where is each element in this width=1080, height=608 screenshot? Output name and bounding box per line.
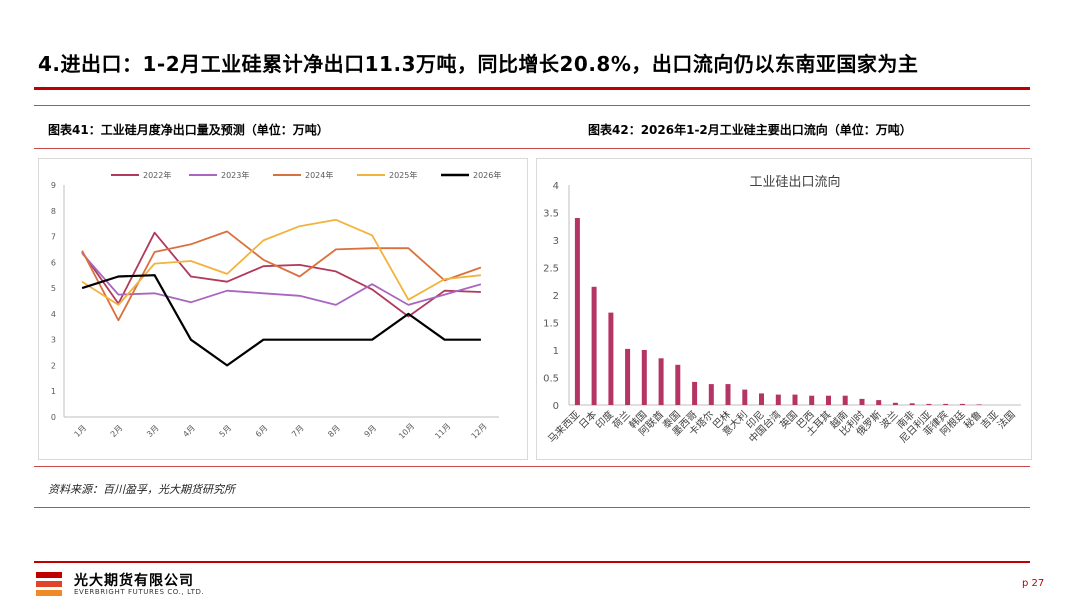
legend-label: 2022年 [143,170,171,180]
bar-chart-panel: 工业硅出口流向 0 0.5 1 1.5 2 2.5 3 3.5 4 马来西亚 日本 印度 荷兰 韩国 阿联酋泰… [536,158,1032,460]
y-tick-label: 4 [553,181,559,192]
y-tick-label: 1 [51,387,56,396]
company-logo: 光大期货有限公司 EVERBRIGHT FUTURES CO., LTD. [36,570,236,602]
page-title: 4.进出口：1-2月工业硅累计净出口11.3万吨，同比增长20.8%，出口流向仍… [38,52,919,76]
bar-南非 [909,403,915,405]
company-name-cn: 光大期货有限公司 [74,573,194,589]
bar-马来西亚 [574,218,580,405]
x-tick-label: 8月 [326,423,342,439]
bar-英国 [792,394,798,405]
bar-chart: 工业硅出口流向00.511.522.533.54马来西亚日本印度荷兰韩国阿联酋泰… [543,174,1021,446]
x-tick-label: 9月 [363,423,379,439]
x-tick-label: 6月 [254,423,270,439]
bar-韩国 [641,350,647,405]
x-tick-label: 10月 [397,422,416,441]
y-tick-label: 4 [51,310,56,319]
bar-卡塔尔 [708,384,714,405]
caption-bottom-rule [34,148,1030,149]
x-tick-label: 7月 [290,423,306,439]
y-tick-label: 1 [553,346,559,357]
x-tick-label: 5月 [218,423,234,439]
bar-中国台湾 [775,394,781,405]
series-line-2023年 [81,252,482,306]
series-line-2024年 [81,230,482,322]
caption-top-rule [34,105,1030,106]
source-bottom-rule [34,507,1030,508]
y-tick-label: 2 [553,291,559,302]
bar-巴林 [725,384,731,405]
x-tick-label: 11月 [433,422,452,441]
bar-越南 [842,395,848,405]
company-name-en: EVERBRIGHT FUTURES CO., LTD. [74,588,205,596]
x-tick-label: 3月 [145,423,161,439]
chart-title: 工业硅出口流向 [749,174,840,190]
x-tick-label: 1月 [73,423,89,439]
bar-菲律宾 [943,403,949,405]
bar-阿根廷 [959,403,965,405]
bar-荷兰 [625,348,631,405]
series-line-2026年 [81,274,481,367]
source-note: 资料来源：百川盈孚，光大期货研究所 [48,483,235,496]
line-chart: 0 1 2 3 4 5 6 7 8 9 1月 2月 3月 4月 5月 6月 7月 8月 9月 10月 11月 12月 202… [51,170,501,441]
y-tick-label: 0.5 [543,374,559,385]
chart-caption-right: 图表42：2026年1-2月工业硅主要出口流向（单位：万吨） [588,123,912,137]
y-tick-label: 3 [51,336,56,345]
bar-意大利 [742,389,748,405]
legend-label: 2026年 [473,170,501,180]
footer-rule [34,561,1030,563]
y-tick-label: 0 [51,413,56,422]
y-tick-label: 3.5 [543,209,559,220]
series-line-2022年 [81,231,481,318]
x-tick-label: 4月 [181,423,197,439]
bar-印度 [608,312,614,405]
bar-俄罗斯 [876,400,882,405]
bar-巴西 [809,395,815,405]
y-tick-label: 1.5 [543,319,559,330]
y-tick-label: 5 [51,284,56,293]
x-tick-label: 2月 [109,423,125,439]
y-tick-label: 3 [553,236,559,247]
bar-尼日利亚 [926,403,932,405]
bar-印尼 [759,393,764,405]
x-tick-label: 马来西亚 [546,409,583,446]
bar-波兰 [892,402,898,405]
y-tick-label: 2 [51,361,56,370]
line-chart-panel: 0 1 2 3 4 5 6 7 8 9 1月 2月 3月 4月 5月 6月 7月 8月 9月 10月 11月 12月 202… [38,158,528,460]
y-tick-label: 9 [51,181,56,190]
bar-阿联酋 [658,358,664,406]
title-rule [34,87,1030,90]
legend-label: 2023年 [221,170,249,180]
y-tick-label: 8 [51,207,56,216]
bar-比利时 [859,398,865,405]
legend-label: 2024年 [305,170,333,180]
page-number: p 27 [1022,578,1045,589]
source-top-rule [34,466,1030,467]
legend-label: 2025年 [389,170,417,180]
bar-土耳其 [826,395,831,405]
y-tick-label: 2.5 [543,264,559,275]
bar-泰国 [675,364,681,405]
y-tick-label: 7 [51,233,56,242]
series-line-2025年 [81,218,481,306]
bar-日本 [591,286,597,406]
everbright-logo-icon [36,572,62,596]
bar-秘鲁 [976,404,982,405]
x-tick-label: 吉亚 [978,409,1001,432]
chart-caption-left: 图表41：工业硅月度净出口量及预测（单位：万吨） [48,123,329,137]
x-tick-label: 12月 [469,422,488,441]
bar-墨西哥 [692,381,698,405]
y-tick-label: 6 [51,258,56,267]
y-tick-label: 0 [553,401,559,412]
